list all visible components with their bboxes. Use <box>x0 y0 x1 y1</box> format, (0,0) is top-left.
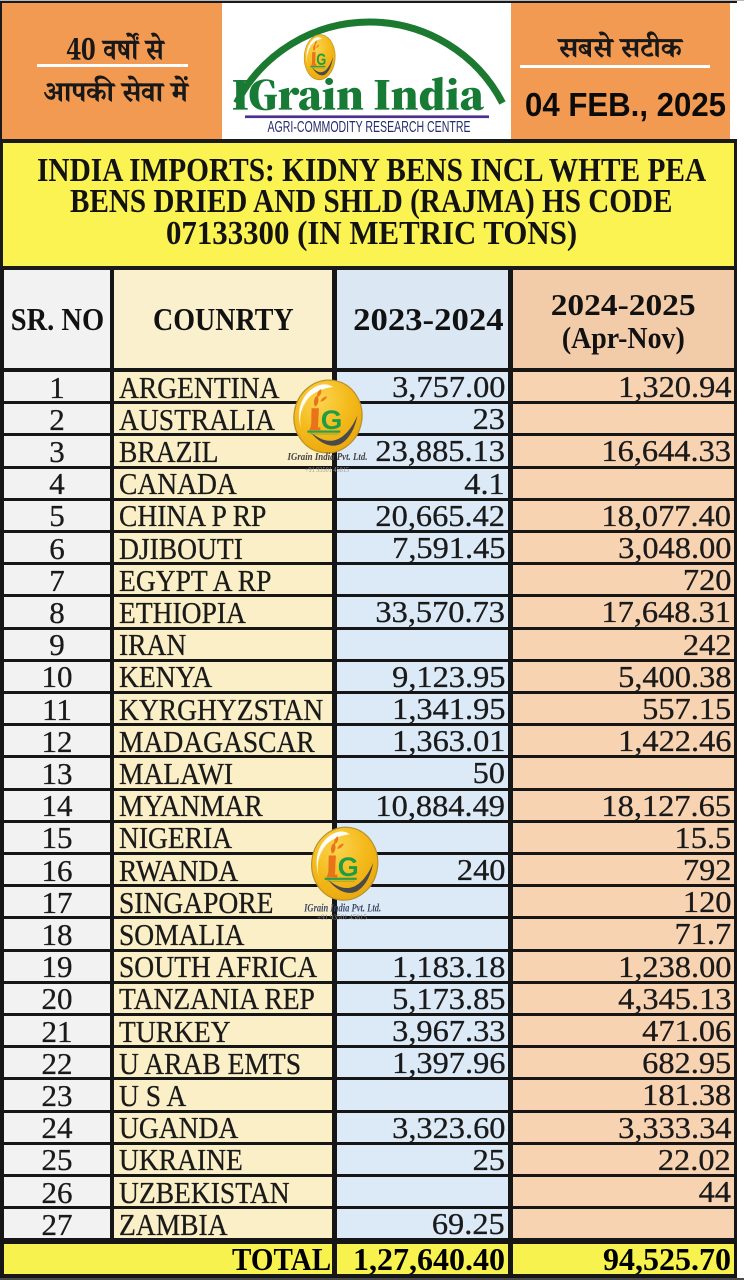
svg-text:04 FEB., 2025: 04 FEB., 2025 <box>525 87 726 124</box>
svg-text:G: G <box>321 404 343 435</box>
svg-text:IGrain India Pvt. Ltd.: IGrain India Pvt. Ltd. <box>287 451 368 463</box>
svg-text:AGRI-COMMODITY RESEARCH CENTRE: AGRI-COMMODITY RESEARCH CENTRE <box>268 119 471 136</box>
svg-text:+91 93501 45815: +91 93501 45815 <box>317 914 368 922</box>
svg-text:IGrain India Pvt. Ltd.: IGrain India Pvt. Ltd. <box>303 901 381 915</box>
svg-text:G: G <box>338 852 359 882</box>
svg-text:G: G <box>316 51 326 69</box>
svg-text:+91 93501 45815: +91 93501 45815 <box>305 466 349 474</box>
